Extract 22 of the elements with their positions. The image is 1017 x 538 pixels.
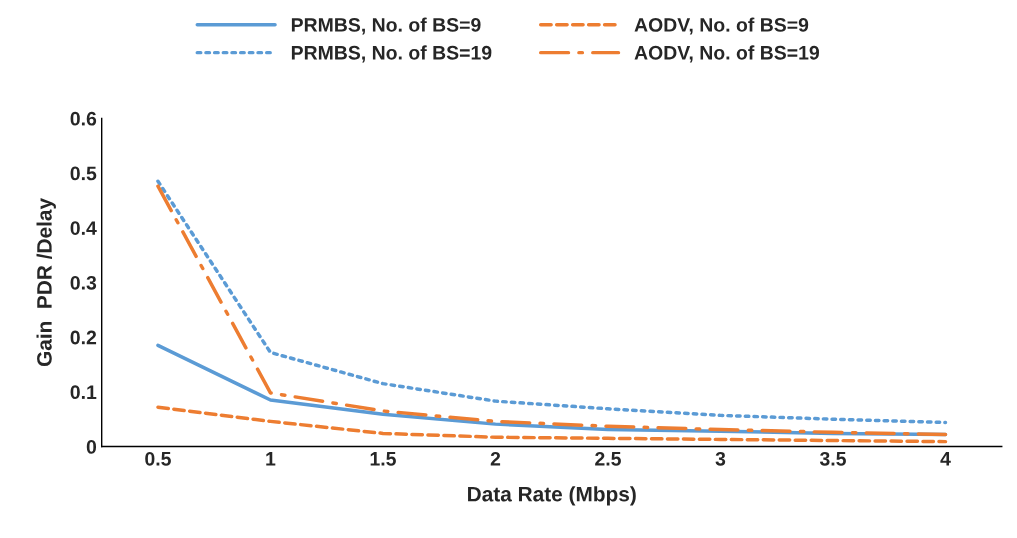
y-tick-label: 0.3 (70, 275, 97, 290)
legend-label: PRMBS, No. of BS=19 (291, 45, 492, 63)
legend-label: AODV, No. of BS=9 (634, 17, 809, 35)
y-tick-label: 0.1 (70, 385, 97, 400)
y-tick-label: 0.6 (70, 111, 97, 126)
x-tick-label: 3 (715, 451, 726, 466)
legend-label: AODV, No. of BS=19 (634, 45, 820, 63)
x-tick-label: 0.5 (145, 451, 171, 466)
y-axis-title: Gain PDR /Delay (36, 198, 56, 367)
x-tick-label: 1 (266, 452, 276, 466)
legend-label: PRMBS, No. of BS=9 (291, 17, 481, 35)
y-tick-label: 0 (86, 440, 97, 454)
x-tick-label: 4 (940, 452, 951, 466)
y-tick-label: 0.2 (70, 330, 97, 345)
x-tick-label: 1.5 (370, 452, 396, 466)
line-series (156, 405, 948, 444)
x-axis-title: Data Rate (Mbps) (468, 486, 636, 506)
x-tick-label: 3.5 (819, 451, 846, 466)
x-tick-label: 2.5 (595, 451, 621, 466)
y-tick-label: 0.4 (70, 221, 97, 235)
y-tick-label: 0.5 (70, 166, 97, 181)
x-tick-label: 2 (490, 451, 501, 466)
